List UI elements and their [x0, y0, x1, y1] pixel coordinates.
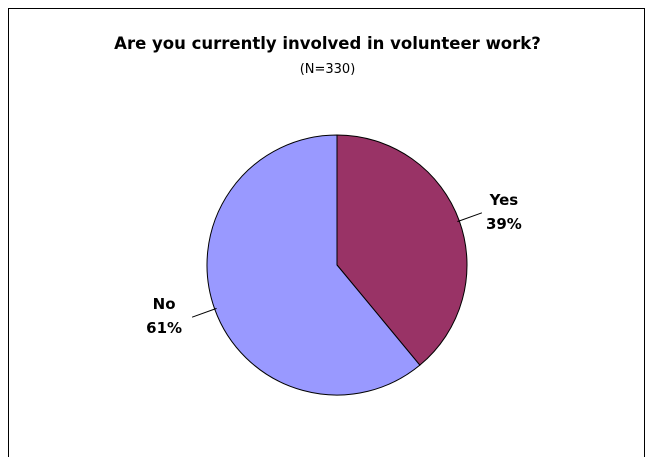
slice-label-no: No — [153, 295, 176, 313]
slice-value-no: 61% — [146, 319, 182, 337]
slice-label-yes: Yes — [489, 191, 519, 209]
chart-subtitle: (N=330) — [299, 62, 356, 77]
leader-line-yes — [457, 212, 483, 223]
leader-lines — [191, 212, 483, 318]
chart-title: Are you currently involved in volunteer … — [114, 34, 541, 53]
slice-labels: Yes 39% No 61% — [146, 191, 522, 337]
slice-value-yes: 39% — [486, 215, 522, 233]
pie-slices — [206, 134, 468, 396]
leader-line-no — [191, 307, 217, 318]
